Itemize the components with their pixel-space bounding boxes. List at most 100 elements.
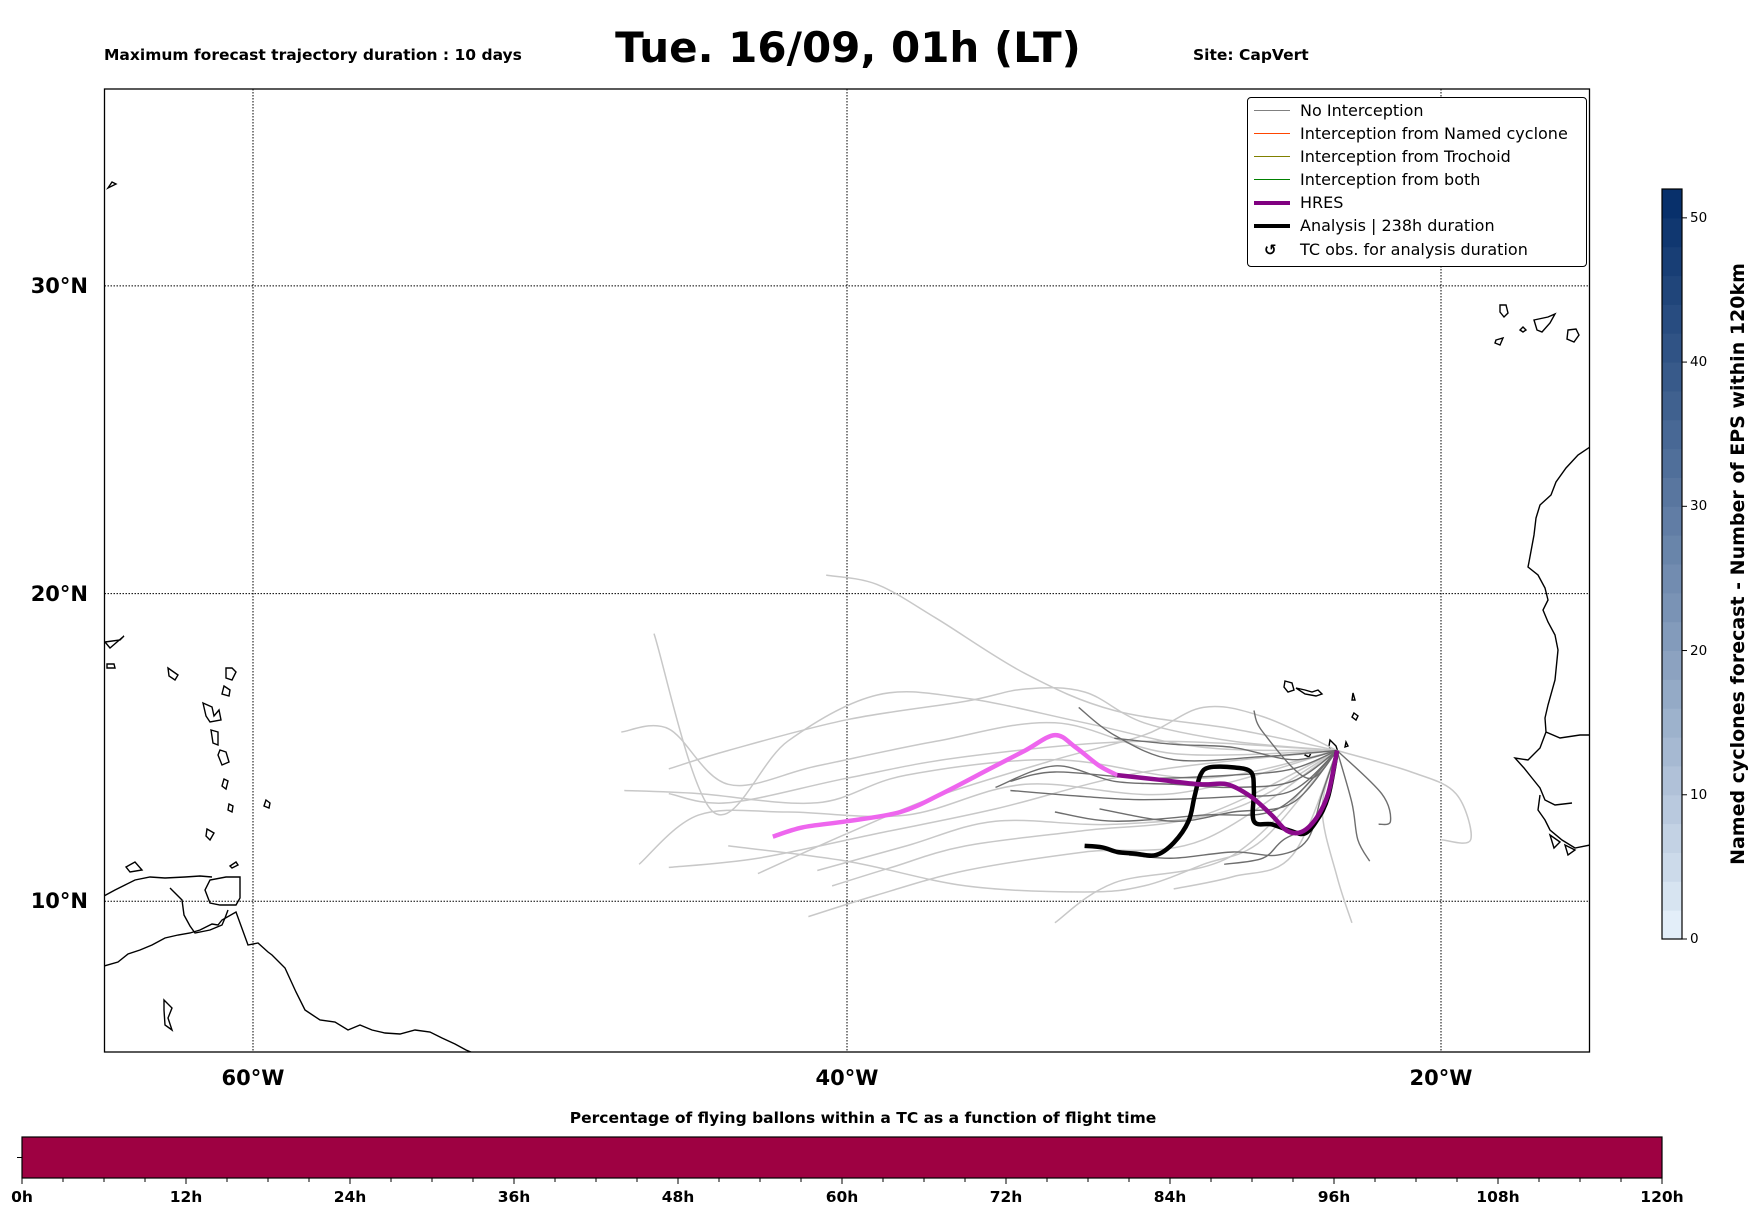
legend-label: No Interception [1300,101,1424,120]
island-11 [106,663,116,669]
lon-label: 60°W [221,1066,285,1090]
colorbar-tick-label: 20 [1690,642,1708,659]
colorbar-level [1662,477,1682,507]
ensemble-track [826,574,1338,752]
legend-label: Interception from both [1300,170,1481,189]
chart-tick-label: 12h [169,1188,203,1206]
legend-item-both: Interception from both [1248,169,1586,191]
chart-tick-label: 24h [333,1188,367,1206]
legend-line-black-thick [1254,224,1290,228]
ensemble-track [668,749,1338,869]
ensemble-track [1336,750,1371,862]
legend-line-green [1254,179,1290,180]
lat-label: 30°N [30,273,88,298]
island-canary-4 [1533,312,1557,333]
colorbar-level [1662,794,1682,825]
colorbar-level [1662,333,1682,363]
legend-item-tc-obs: ↺ TC obs. for analysis duration [1248,239,1586,261]
colorbar-level [1662,564,1682,594]
trajectories [621,574,1472,924]
legend-label: HRES [1300,193,1344,212]
island-cv-sao-nicolau [1295,687,1324,697]
chart-tick-label: 120h [1640,1188,1684,1206]
chart-tick-label: 48h [661,1188,695,1206]
chart-tick-label: 60h [825,1188,859,1206]
analysis-track-layer [1084,750,1340,858]
legend-line-gray [1254,110,1290,111]
ensemble-track [1173,750,1338,890]
chart-tick-label: 108h [1476,1188,1520,1206]
colorbar-title: Named cyclones forecast - Number of EPS … [1727,263,1748,865]
legend-line-olive [1254,156,1290,157]
colorbar-level [1662,621,1682,652]
legend-label: Interception from Trochoid [1300,147,1511,166]
legend-item-no-interception: No Interception [1248,100,1586,122]
colorbar-level [1662,592,1682,623]
colorbar-level [1662,217,1682,248]
colorbar-tick-label: 30 [1690,498,1708,515]
island-9 [167,666,179,681]
lon-label: 40°W [815,1066,879,1090]
colorbar-level [1662,275,1682,305]
colorbar [1661,188,1687,940]
colorbar-level [1662,390,1682,421]
chart-tick-label: 96h [1317,1188,1351,1206]
colorbar-level [1662,737,1682,767]
coastlines [104,181,1590,1052]
coastline-africa-islands [1548,833,1577,857]
colorbar-level [1662,535,1682,565]
ensemble-tracks-dark [995,706,1392,865]
chart-tick-label: 72h [989,1188,1023,1206]
island-cv-sal [1351,692,1356,701]
island-guyana-delta [163,998,174,1032]
chart-tick-label: 84h [1153,1188,1187,1206]
island-7 [227,802,234,814]
colorbar-level [1662,881,1682,911]
ensemble-tracks-light [621,574,1472,924]
island-3 [202,701,222,723]
chart-title: Percentage of flying ballons within a TC… [569,1109,1157,1127]
hres-track-near [1117,750,1340,836]
ensemble-track [817,749,1338,872]
ensemble-track [1099,750,1338,822]
chart-bar-segment [22,1137,1662,1178]
legend-label: Analysis | 238h duration [1300,216,1495,235]
analysis-track [1084,750,1340,858]
colorbar-level [1662,650,1682,680]
colorbar-level [1662,506,1682,536]
coastline-venezuela-north [104,875,213,897]
island-13 [228,861,240,869]
ensemble-track [668,740,1338,804]
ensemble-track [728,750,1338,893]
colorbar-tick-label: 40 [1690,354,1708,371]
ensemble-track [1010,749,1338,801]
chart-tick-label: 0h [11,1188,33,1206]
coastline-trinidad [204,876,241,906]
legend-item-trochoid: Interception from Trochoid [1248,146,1586,168]
legend-label: TC obs. for analysis duration [1300,240,1528,259]
colorbar-level [1662,910,1682,940]
legend-item-hres: HRES [1248,192,1586,214]
colorbar-level [1662,448,1682,478]
flight-time-chart [17,1136,1663,1184]
colorbar-tick-label: 10 [1690,786,1708,803]
colorbar-tick-label: 0 [1690,931,1699,947]
lat-label: 10°N [30,889,88,914]
colorbar-level [1662,708,1682,738]
island-cv-santo-antao [1283,680,1295,693]
island-12 [124,861,144,873]
island-8 [205,827,215,842]
tc-symbol-icon: ↺ [1264,241,1277,259]
island-canary-1 [1499,304,1509,319]
legend-line-orange [1254,133,1290,134]
island-4 [210,729,219,747]
coastline-orinoco [169,887,229,934]
hres-track-far [772,732,1119,839]
legend-line-purple-thick [1254,201,1290,205]
legend-label: Interception from Named cyclone [1300,124,1568,143]
colorbar-tick-label: 50 [1690,209,1708,226]
ensemble-track [1010,749,1338,782]
island-5 [217,749,230,766]
island-cv-maio [1344,739,1349,749]
